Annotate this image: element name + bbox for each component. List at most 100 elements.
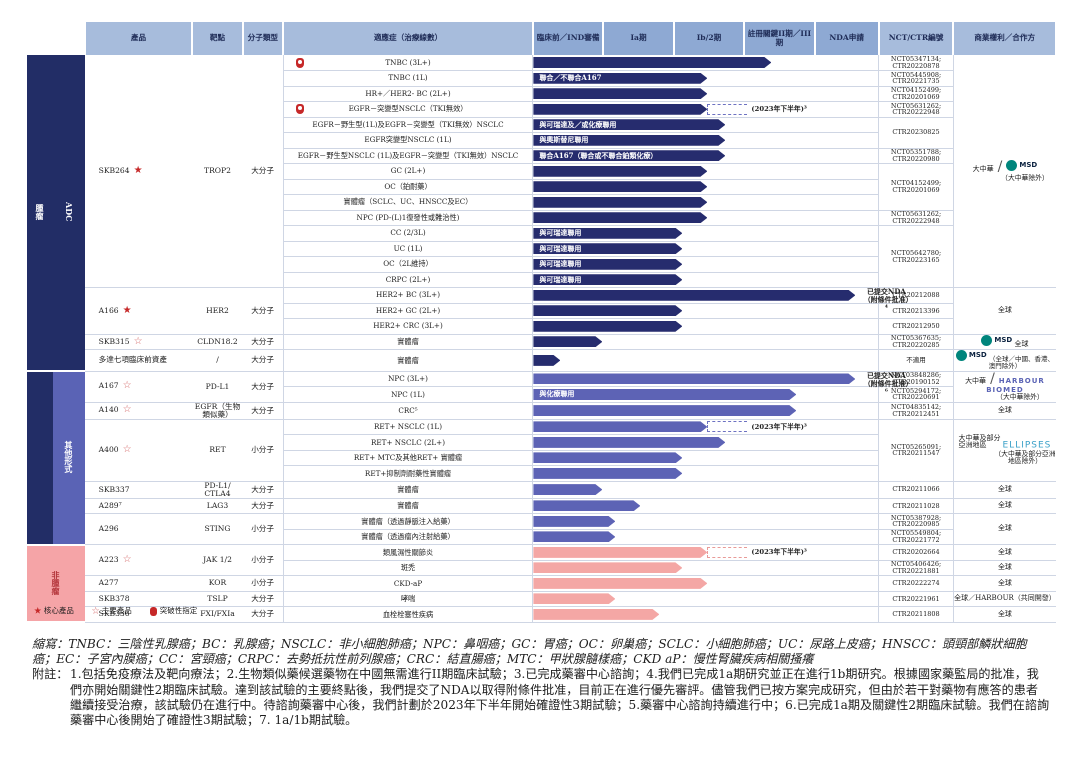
rights-cell: 全球	[953, 287, 1056, 335]
rights-text: 全球	[997, 306, 1012, 315]
modality-cell: 大分子	[242, 334, 284, 350]
indication-text: CKD-aP	[393, 578, 423, 588]
phase-bar	[533, 405, 796, 416]
pipeline-row: SKB315 ☆ CLDN18.2 大分子 實體瘤 NCT05367635; CTR202…	[27, 334, 1056, 350]
indication-cell: 血栓栓塞性疾病	[282, 606, 534, 623]
rights-cell: 全球	[953, 513, 1056, 546]
pipeline-row: EGFR－野生型NSCLC (1L)及EGFR－突變型（TKI無效）NSCLC 聯…	[27, 148, 1056, 164]
target-cell: CLDN18.2	[192, 334, 243, 350]
planned-bar	[707, 103, 748, 115]
product-cell: A277	[84, 575, 193, 592]
nda-note: 已提交NDA（附條件批准）⁶	[863, 370, 910, 396]
indication-cell: EGFR－野生型NSCLC (1L)及EGFR－突變型（TKI無效）NSCLC	[282, 148, 534, 164]
breakthrough-icon	[149, 606, 157, 616]
indication-text: 哮喘	[400, 594, 416, 604]
legend: ★ 核心產品 ☆ 主要產品 突破性指定	[34, 605, 197, 616]
legend-bt: 突破性指定	[149, 605, 197, 616]
product-name: A289⁷	[98, 500, 122, 510]
main-star-icon: ☆	[122, 380, 132, 392]
target-cell: LAG3	[192, 498, 243, 515]
indication-cell: 哮喘	[282, 591, 534, 608]
product-name: 多達七項臨床前資產	[98, 355, 167, 365]
category-adc-label: ADC	[63, 202, 74, 222]
indication-cell: HER2+ BC (3L+)	[282, 287, 534, 304]
bar-label: 與可瑞達及／或化療聯用	[539, 119, 617, 129]
rights-cell: 全球／HARBOUR（共同開發）	[953, 591, 1056, 608]
product-cell: SKB315 ☆	[84, 334, 193, 350]
nda-note: 已提交NDA（附條件批准）⁴	[863, 287, 910, 313]
phase-bar	[533, 243, 682, 254]
category-adc: ADC	[52, 55, 85, 373]
modality-cell: 大分子	[242, 55, 284, 288]
indication-text: 實體瘤（透過靜脈注入給藥）	[361, 516, 455, 526]
phase-bar-cell	[532, 194, 879, 211]
header-phase-1b: Ib/2期	[673, 22, 746, 55]
breakthrough-icon	[295, 104, 304, 115]
product-name: SKB378	[98, 593, 130, 603]
indication-text: 血栓栓塞性疾病	[382, 609, 434, 619]
rights-text: 全球	[997, 524, 1012, 533]
indication-text: EGFR－突變型NSCLC（TKI無效）	[348, 104, 468, 114]
indication-cell: TNBC (3L+)	[282, 55, 534, 71]
indication-text: 實體瘤（SCLC、UC、HNSCC及EC）	[343, 197, 473, 207]
rights-region: 大中華及部分亞洲地區	[958, 434, 1001, 450]
product-name: A296	[98, 524, 119, 534]
phase-bar-cell: 已提交NDA（附條件批准）⁴	[532, 287, 909, 312]
modality-cell: 小分子	[242, 575, 284, 592]
abbreviations: 縮寫：TNBC：三陰性乳腺癌；BC：乳腺癌；NSCLC：非小細胞肺癌；NPC：鼻…	[32, 637, 1027, 667]
nct-cell: NCT05642780; CTR20223165	[878, 225, 954, 288]
pipeline-row: A289⁷ LAG3 大分子 實體瘤 CTR20211028 全球	[27, 498, 1056, 515]
rights-cell: 全球	[953, 606, 1056, 623]
rights-text: 全球	[997, 578, 1012, 587]
pipeline-row: NPC (PD-(L)1復發性或難治性) NCT05631262; CTR2022…	[27, 210, 1056, 226]
phase-bar-cell	[532, 529, 879, 546]
header-target: 靶點	[192, 22, 244, 55]
phase-bar-cell: 聯合／不聯合A167	[532, 70, 879, 87]
target-cell: /	[192, 349, 243, 372]
phase-bar	[533, 166, 707, 177]
msd-logo: MSD	[955, 350, 987, 361]
phase-bar	[533, 73, 707, 84]
rights-cell: 全球	[953, 481, 1056, 499]
indication-text: 實體瘤	[397, 355, 419, 365]
pipeline-row: HR+／HER2- BC (2L+) NCT04152499; CTR202010…	[27, 86, 1056, 102]
product-cell: A296	[84, 513, 193, 546]
indication-text: EGFR－野生型NSCLC (1L)及EGFR－突變型（TKI無效）NSCLC	[297, 150, 519, 160]
indication-cell: CRPC (2L+)	[282, 272, 534, 288]
product-name: A167	[98, 381, 119, 391]
nct-cell: NCT05367635; CTR20220285	[878, 334, 954, 350]
indication-cell: 實體瘤	[282, 334, 534, 350]
rights-region: 大中華	[972, 165, 994, 174]
rights-cell: 全球	[953, 498, 1056, 515]
nct-cell: CTR20202664	[878, 544, 954, 561]
nct-cell: NCT05549804; CTR20221772	[878, 529, 954, 546]
phase-bar-cell	[532, 163, 879, 180]
product-name: SKB336	[98, 609, 130, 619]
pipeline-row: UC (1L) 與可瑞達聯用	[27, 241, 1056, 257]
phase-bar-cell	[532, 318, 879, 335]
modality-cell: 大分子	[242, 606, 284, 623]
nct-cell: 不適用	[878, 349, 954, 372]
planned-note: (2023年下半年)³	[751, 548, 807, 557]
header-modality: 分子類型	[242, 22, 285, 55]
rights-text: 全球	[997, 563, 1012, 572]
phase-bar	[533, 421, 707, 432]
indication-cell: TNBC (1L)	[282, 70, 534, 87]
rights-cell: 大中華 / MSD （大中華除外）	[953, 55, 1056, 288]
phase-bar	[533, 290, 855, 301]
target-cell: FXI/FXIa	[192, 606, 243, 623]
product-name: A166	[98, 305, 119, 315]
indication-cell: RET+抑制劑耐藥性實體瘤	[282, 465, 534, 482]
phase-bar-cell: (2023年下半年)³	[532, 101, 879, 118]
modality-cell: 大分子	[242, 498, 284, 515]
pipeline-row: 腫瘤 ADC SKB264 ★ TROP2 大分子 TNBC (3L+) NCT0534713…	[27, 55, 1056, 373]
target-cell: JAK 1/2	[192, 544, 243, 577]
indication-text: NPC (PD-(L)1復發性或難治性)	[356, 212, 460, 222]
indication-cell: HER2+ CRC (3L+)	[282, 318, 534, 335]
indication-cell: EGFR突變型NSCLC (1L)	[282, 132, 534, 149]
product-name: SKB337	[98, 484, 130, 494]
category-onco: 腫瘤	[27, 55, 53, 373]
indication-cell: GC (2L+)	[282, 163, 534, 180]
product-name: A277	[98, 578, 119, 588]
product-name: SKB264	[98, 165, 130, 175]
